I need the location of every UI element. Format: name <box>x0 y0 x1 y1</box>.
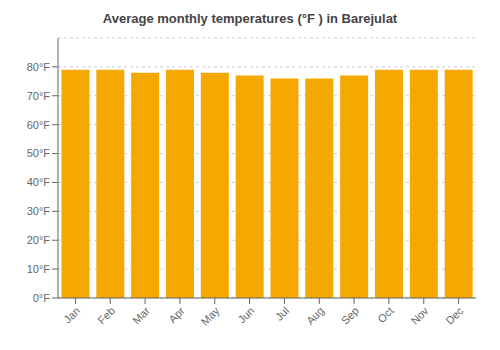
svg-text:Nov: Nov <box>408 304 431 327</box>
svg-text:40°F: 40°F <box>27 176 51 188</box>
svg-text:Jan: Jan <box>61 304 82 325</box>
svg-text:Sep: Sep <box>339 304 361 326</box>
svg-text:20°F: 20°F <box>27 234 51 246</box>
svg-text:10°F: 10°F <box>27 263 51 275</box>
svg-text:Oct: Oct <box>375 304 396 325</box>
svg-text:Jun: Jun <box>235 304 256 325</box>
svg-text:Dec: Dec <box>443 304 466 327</box>
svg-text:0°F: 0°F <box>33 292 51 304</box>
svg-text:Apr: Apr <box>166 304 187 325</box>
svg-text:80°F: 80°F <box>27 61 51 73</box>
svg-text:Aug: Aug <box>304 304 326 326</box>
svg-text:50°F: 50°F <box>27 147 51 159</box>
svg-text:60°F: 60°F <box>27 119 51 131</box>
svg-text:May: May <box>199 304 223 328</box>
svg-text:Feb: Feb <box>95 304 117 326</box>
html-text:Average monthly temperatures (: Average monthly temperatures (°F ) in Ba… <box>102 11 398 26</box>
svg-text:70°F: 70°F <box>27 90 51 102</box>
svg-text:Mar: Mar <box>130 304 152 326</box>
svg-text:30°F: 30°F <box>27 205 51 217</box>
svg-text:Jul: Jul <box>273 304 291 322</box>
